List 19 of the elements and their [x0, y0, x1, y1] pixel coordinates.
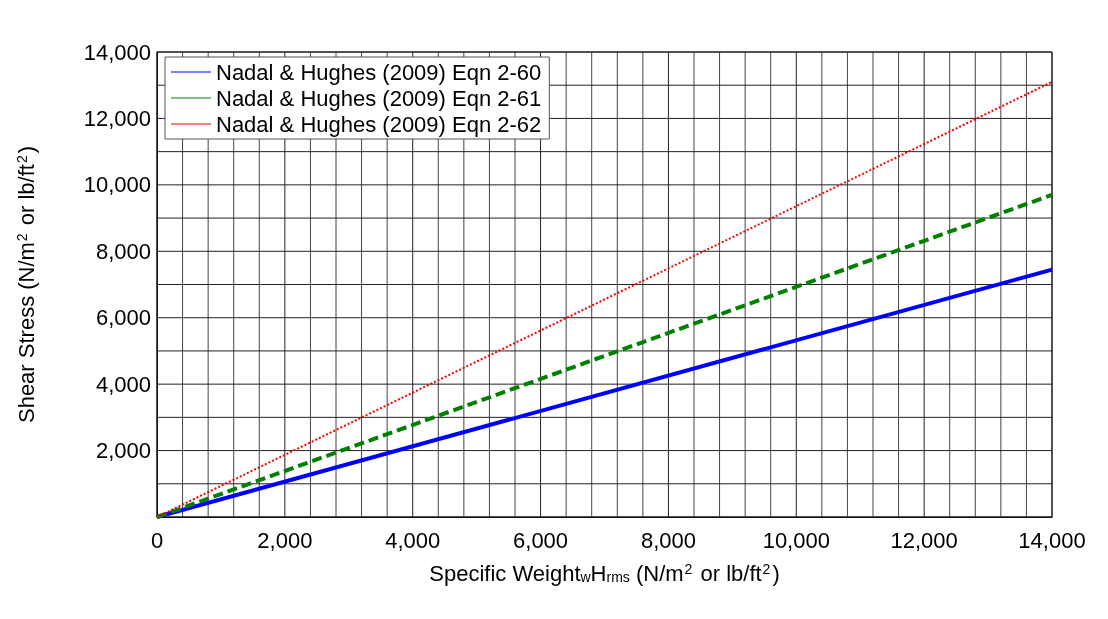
- y-tick-label: 4,000: [95, 371, 151, 397]
- x-tick-label: 12,000: [890, 527, 958, 553]
- x-tick-label: 6,000: [513, 527, 569, 553]
- y-tick-label: 8,000: [95, 238, 151, 264]
- x-tick-label: 10,000: [762, 527, 830, 553]
- y-axis-title: Shear Stress (N/m2 or lb/ft2): [13, 145, 39, 424]
- legend-label: Nadal & Hughes (2009) Eqn 2-61: [216, 85, 542, 111]
- x-tick-label: 0: [150, 527, 164, 553]
- y-tick-label: 12,000: [83, 105, 151, 131]
- x-tick-label: 8,000: [640, 527, 696, 553]
- legend-label: Nadal & Hughes (2009) Eqn 2-60: [216, 59, 542, 85]
- x-tick-label: 14,000: [1018, 527, 1086, 553]
- y-tick-label: 2,000: [95, 438, 151, 464]
- x-tick-label: 4,000: [385, 527, 441, 553]
- legend-label: Nadal & Hughes (2009) Eqn 2-62: [216, 111, 542, 137]
- y-tick-label: 10,000: [83, 172, 151, 198]
- x-tick-label: 2,000: [257, 527, 313, 553]
- y-tick-label: 14,000: [83, 39, 151, 65]
- y-tick-label: 6,000: [95, 305, 151, 331]
